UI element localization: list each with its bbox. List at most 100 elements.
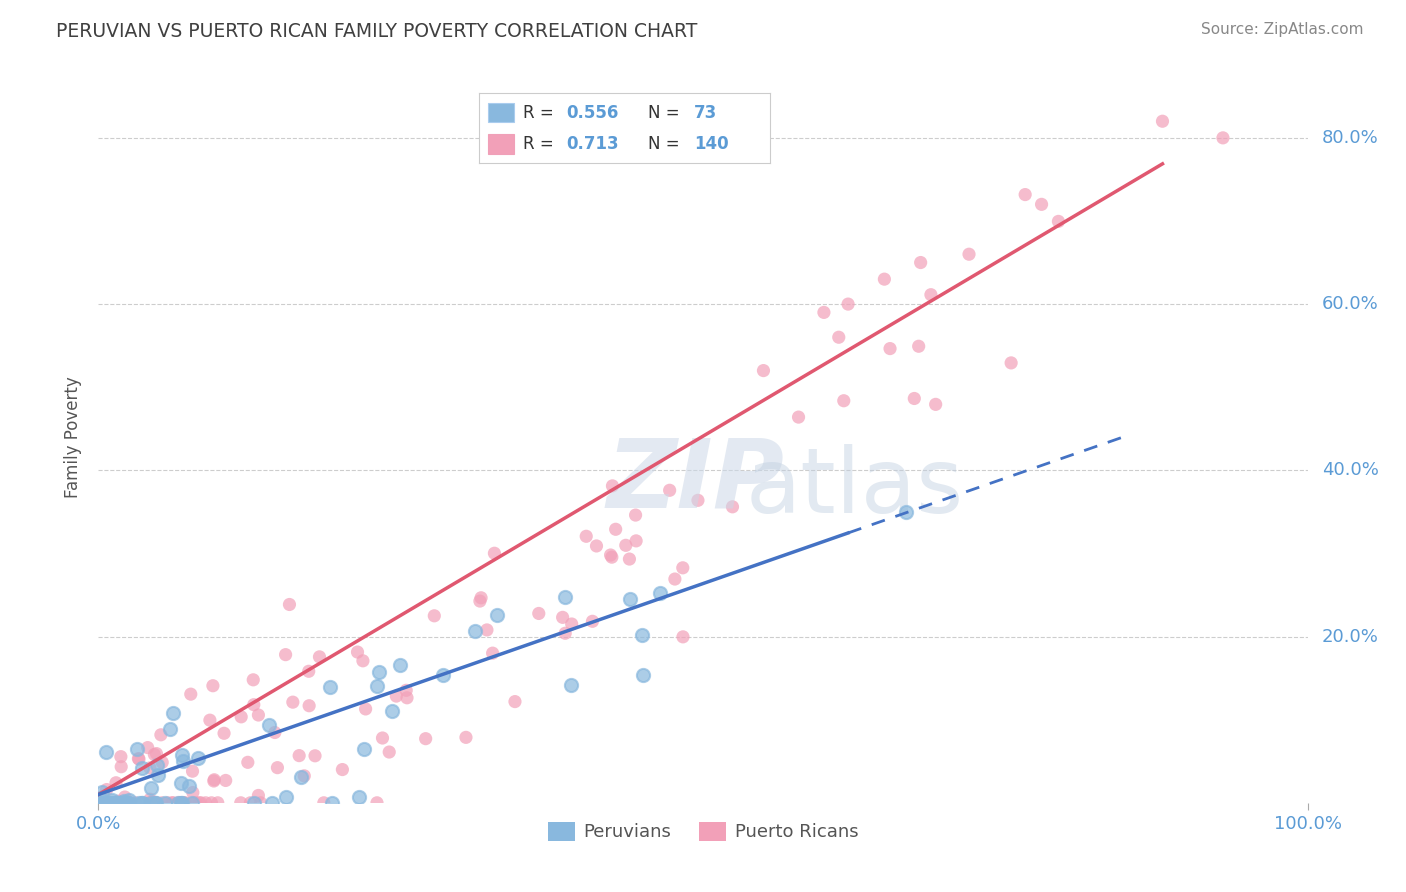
Puerto Ricans: [128, 752, 150, 766]
Puerto Ricans: [124, 796, 146, 810]
Text: 40.0%: 40.0%: [1322, 461, 1379, 479]
Puerto Ricans: [139, 796, 162, 810]
Puerto Ricans: [181, 764, 204, 779]
Legend: Peruvians, Puerto Ricans: Peruvians, Puerto Ricans: [540, 814, 866, 848]
Puerto Ricans: [581, 615, 603, 629]
Peruvians: [257, 717, 280, 731]
Peruvians: [89, 796, 111, 810]
Peruvians: [111, 796, 134, 810]
Puerto Ricans: [145, 747, 167, 761]
Puerto Ricans: [527, 607, 550, 621]
Puerto Ricans: [924, 397, 946, 411]
Puerto Ricans: [110, 760, 132, 774]
Peruvians: [101, 796, 124, 810]
Peruvians: [100, 796, 122, 810]
Puerto Ricans: [298, 698, 321, 713]
Puerto Ricans: [298, 665, 321, 679]
Peruvians: [243, 796, 266, 810]
Puerto Ricans: [201, 679, 224, 693]
Puerto Ricans: [120, 796, 142, 810]
Puerto Ricans: [484, 546, 506, 560]
Peruvians: [101, 796, 124, 810]
Puerto Ricans: [828, 330, 851, 344]
Peruvians: [181, 796, 204, 810]
Peruvians: [117, 793, 139, 807]
Puerto Ricans: [249, 796, 271, 810]
Text: Source: ZipAtlas.com: Source: ZipAtlas.com: [1201, 22, 1364, 37]
Puerto Ricans: [111, 796, 134, 810]
Puerto Ricans: [93, 796, 115, 810]
Peruvians: [118, 796, 141, 810]
Peruvians: [464, 624, 486, 639]
Peruvians: [110, 796, 132, 810]
Peruvians: [162, 706, 184, 721]
Peruvians: [127, 742, 149, 756]
Puerto Ricans: [105, 776, 128, 790]
Text: 80.0%: 80.0%: [1322, 128, 1379, 147]
Puerto Ricans: [243, 698, 266, 712]
Puerto Ricans: [104, 796, 127, 810]
Puerto Ricans: [266, 761, 288, 775]
Peruvians: [145, 796, 167, 810]
Puerto Ricans: [561, 617, 583, 632]
Puerto Ricans: [229, 796, 252, 810]
Peruvians: [353, 742, 375, 756]
Peruvians: [112, 796, 135, 810]
Puerto Ricans: [202, 772, 225, 787]
Puerto Ricans: [242, 673, 264, 687]
Peruvians: [146, 768, 169, 782]
Peruvians: [631, 627, 654, 641]
Puerto Ricans: [167, 796, 190, 810]
Puerto Ricans: [575, 529, 598, 543]
Puerto Ricans: [136, 740, 159, 755]
Peruvians: [131, 796, 153, 810]
Puerto Ricans: [832, 393, 855, 408]
Peruvians: [89, 791, 111, 805]
Puerto Ricans: [169, 796, 191, 810]
Puerto Ricans: [97, 796, 120, 810]
Puerto Ricans: [160, 796, 183, 810]
Puerto Ricans: [664, 572, 686, 586]
Peruvians: [187, 750, 209, 764]
Puerto Ricans: [89, 796, 111, 810]
Peruvians: [170, 747, 193, 762]
Peruvians: [100, 793, 122, 807]
Peruvians: [101, 796, 124, 810]
Peruvians: [172, 796, 194, 810]
Puerto Ricans: [247, 708, 270, 723]
Peruvians: [650, 586, 672, 600]
Peruvians: [89, 796, 111, 810]
Puerto Ricans: [910, 255, 932, 269]
Puerto Ricans: [207, 796, 229, 810]
Peruvians: [141, 780, 163, 795]
Puerto Ricans: [174, 796, 197, 810]
Peruvians: [114, 796, 136, 810]
Puerto Ricans: [423, 608, 446, 623]
Puerto Ricans: [624, 508, 647, 522]
Peruvians: [347, 789, 370, 804]
Puerto Ricans: [1000, 356, 1022, 370]
Puerto Ricans: [1047, 214, 1070, 228]
Puerto Ricans: [188, 796, 211, 810]
Peruvians: [560, 677, 582, 691]
Puerto Ricans: [112, 796, 135, 810]
Peruvians: [554, 590, 576, 604]
Puerto Ricans: [145, 796, 167, 810]
Puerto Ricans: [145, 796, 167, 810]
Puerto Ricans: [920, 287, 942, 301]
Puerto Ricans: [292, 769, 315, 783]
Puerto Ricans: [150, 756, 173, 770]
Peruvians: [631, 667, 654, 681]
Puerto Ricans: [107, 794, 129, 808]
Peruvians: [112, 794, 135, 808]
Puerto Ricans: [156, 796, 179, 810]
Peruvians: [166, 796, 188, 810]
Puerto Ricans: [200, 796, 222, 810]
Puerto Ricans: [585, 539, 607, 553]
Peruvians: [276, 790, 298, 805]
Puerto Ricans: [190, 796, 212, 810]
Peruvians: [131, 761, 153, 775]
Puerto Ricans: [1031, 197, 1053, 211]
Puerto Ricans: [600, 550, 623, 565]
Peruvians: [107, 796, 129, 810]
